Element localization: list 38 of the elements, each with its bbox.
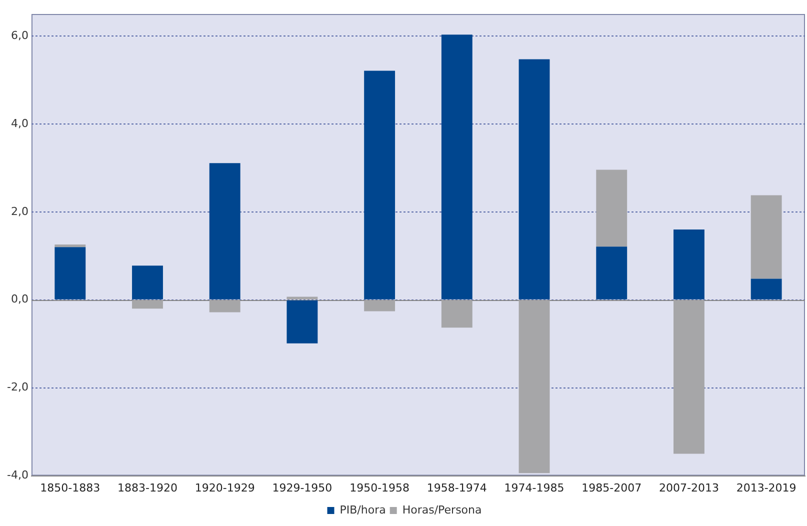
bar	[132, 300, 163, 309]
bar	[596, 170, 628, 247]
x-tick-label: 1883-1920	[118, 481, 178, 494]
legend-label: PIB/hora	[340, 503, 386, 516]
y-tick-label: 2,0	[10, 204, 28, 218]
bar	[286, 300, 318, 344]
bar	[441, 300, 472, 328]
x-tick-label: 2007-2013	[658, 481, 719, 494]
bar	[286, 296, 318, 300]
bar	[674, 230, 704, 300]
y-tick-label: 0,0	[10, 292, 28, 306]
y-tick-label: 6,0	[10, 28, 28, 42]
bar	[54, 247, 86, 300]
bar	[674, 300, 704, 454]
bar	[364, 300, 396, 312]
bar	[209, 163, 240, 300]
bar	[132, 266, 163, 300]
bar	[441, 34, 472, 300]
bar	[518, 59, 550, 300]
bar	[750, 195, 782, 279]
x-tick-label: 1929-1950	[272, 481, 332, 494]
legend-label: Horas/Persona	[402, 503, 482, 516]
bar	[750, 278, 782, 300]
bar	[54, 244, 86, 248]
y-tick-label: -4,0	[6, 468, 28, 482]
x-tick-label: 2013-2019	[736, 481, 796, 494]
bar	[596, 246, 628, 300]
bar	[364, 70, 396, 300]
x-tick-label: 1850-1883	[40, 481, 100, 494]
bar	[209, 300, 240, 312]
y-tick-label: 4,0	[10, 116, 28, 130]
x-tick-label: 1950-1958	[350, 481, 410, 494]
x-tick-label: 1985-2007	[582, 481, 642, 494]
x-tick-label: 1974-1985	[504, 481, 564, 494]
bar	[518, 300, 550, 474]
x-tick-label: 1958-1974	[426, 481, 487, 494]
y-tick-label: -2,0	[6, 380, 28, 394]
x-tick-label: 1920-1929	[194, 481, 255, 494]
